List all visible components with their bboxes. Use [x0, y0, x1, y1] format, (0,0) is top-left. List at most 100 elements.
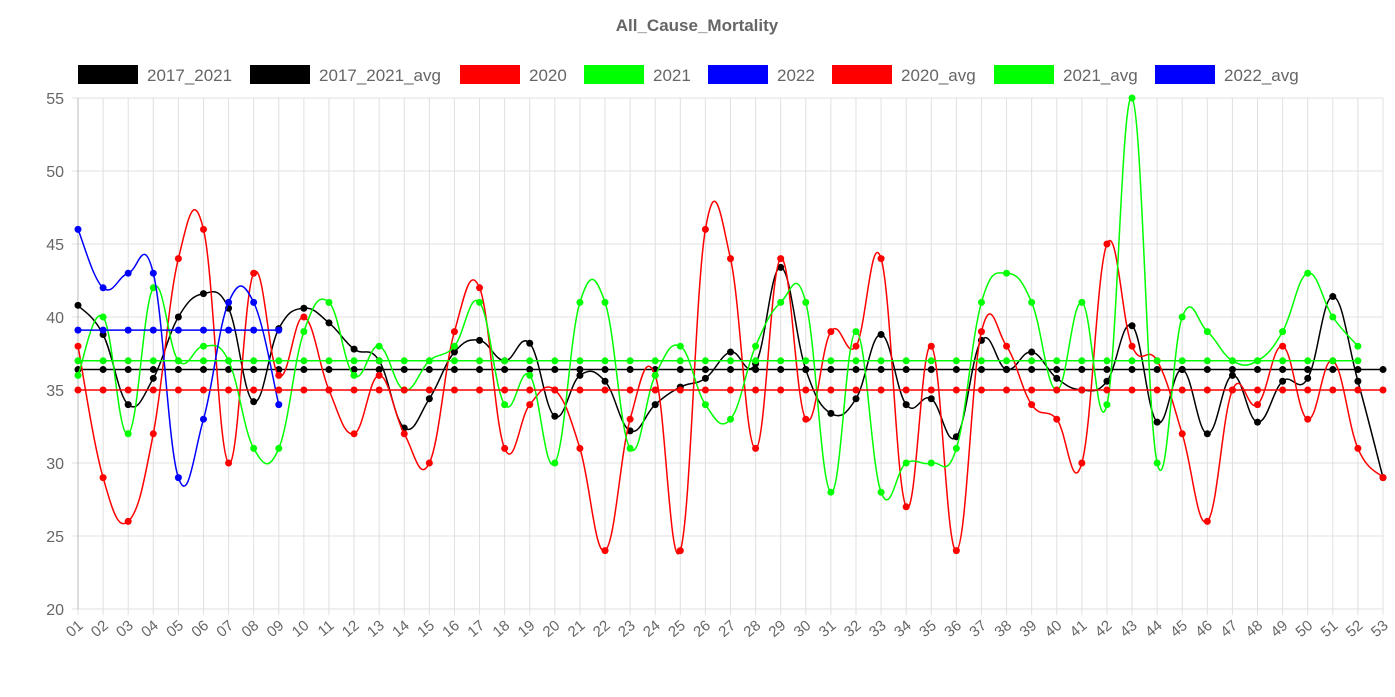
data-point-2020: [1178, 430, 1186, 438]
data-point-2017_2021: [1153, 418, 1161, 426]
data-point-2022_avg: [149, 326, 157, 334]
data-point-2017_2021_avg: [99, 366, 107, 374]
data-point-2017_2021: [701, 374, 709, 382]
x-tick-label: 07: [213, 617, 237, 641]
data-point-2020: [1078, 459, 1086, 467]
data-point-2022: [99, 284, 107, 292]
x-tick-label: 17: [464, 617, 488, 641]
x-tick-label: 34: [891, 617, 915, 641]
x-tick-label: 49: [1267, 617, 1291, 641]
data-point-2020: [450, 328, 458, 336]
legend-swatch-2020_avg: [832, 65, 892, 84]
data-point-2021_avg: [551, 357, 559, 365]
data-point-2017_2021: [576, 371, 584, 379]
data-point-2017_2021_avg: [1329, 366, 1337, 374]
x-tick-label: 26: [690, 617, 714, 641]
x-tick-label: 45: [1167, 617, 1191, 641]
data-point-2017_2021: [952, 433, 960, 441]
data-point-2020: [250, 269, 258, 277]
y-tick-label: 40: [46, 310, 64, 327]
data-point-2017_2021: [1228, 371, 1236, 379]
legend-label-2022_avg: 2022_avg: [1224, 66, 1299, 85]
data-point-2021: [551, 459, 559, 467]
data-point-2021: [1279, 328, 1287, 336]
data-point-2020: [375, 371, 383, 379]
data-point-2021_avg: [1153, 357, 1161, 365]
data-point-2021: [827, 488, 835, 496]
data-point-2020_avg: [1304, 386, 1312, 394]
data-point-2017_2021_avg: [777, 366, 785, 374]
x-tick-label: 14: [389, 617, 413, 641]
data-point-2017_2021: [651, 401, 659, 409]
data-point-2021: [601, 298, 609, 306]
legend-swatch-2022_avg: [1155, 65, 1215, 84]
x-tick-label: 43: [1117, 617, 1141, 641]
data-point-2017_2021_avg: [526, 366, 534, 374]
data-point-2020: [827, 328, 835, 336]
data-point-2020_avg: [476, 386, 484, 394]
data-point-2017_2021: [124, 401, 132, 409]
data-point-2017_2021_avg: [225, 366, 233, 374]
data-point-2020: [1053, 415, 1061, 423]
data-point-2021_avg: [977, 357, 985, 365]
data-point-2017_2021: [199, 290, 207, 298]
data-point-2021_avg: [1203, 357, 1211, 365]
data-point-2017_2021_avg: [425, 366, 433, 374]
data-point-2022: [74, 225, 82, 233]
x-tick-label: 51: [1318, 617, 1342, 641]
data-point-2020_avg: [802, 386, 810, 394]
data-point-2021: [199, 342, 207, 350]
x-tick-label: 53: [1368, 617, 1392, 641]
data-point-2021_avg: [450, 357, 458, 365]
x-tick-label: 15: [414, 617, 438, 641]
x-tick-label: 37: [966, 617, 990, 641]
data-point-2021_avg: [375, 357, 383, 365]
data-point-2020_avg: [752, 386, 760, 394]
data-point-2021_avg: [777, 357, 785, 365]
data-point-2020: [225, 459, 233, 467]
data-point-2020_avg: [827, 386, 835, 394]
data-point-2020: [1379, 474, 1387, 482]
data-point-2021_avg: [1103, 357, 1111, 365]
data-point-2022_avg: [250, 326, 258, 334]
y-tick-label: 55: [46, 91, 64, 108]
data-point-2020: [425, 459, 433, 467]
data-point-2021_avg: [400, 357, 408, 365]
data-point-2020_avg: [1003, 386, 1011, 394]
x-tick-label: 28: [740, 617, 764, 641]
data-point-2022: [250, 298, 258, 306]
data-point-2020_avg: [1053, 386, 1061, 394]
data-point-2021_avg: [250, 357, 258, 365]
data-point-2017_2021: [902, 401, 910, 409]
data-point-2017_2021_avg: [1203, 366, 1211, 374]
data-point-2021_avg: [727, 357, 734, 365]
data-point-2020_avg: [1354, 386, 1362, 394]
data-point-2017_2021_avg: [952, 366, 960, 374]
data-point-2021: [1203, 328, 1211, 336]
data-point-2021: [626, 444, 634, 452]
data-point-2017_2021: [425, 395, 433, 403]
data-point-2021: [250, 444, 258, 452]
data-point-2021: [1153, 459, 1161, 467]
data-point-2017_2021: [300, 304, 308, 312]
data-point-2022_avg: [74, 326, 82, 334]
data-point-2020: [1279, 342, 1287, 350]
data-point-2017_2021_avg: [375, 366, 383, 374]
data-point-2021_avg: [1128, 357, 1136, 365]
data-point-2021: [1354, 342, 1362, 350]
x-tick-label: 19: [515, 617, 539, 641]
data-point-2017_2021: [526, 339, 534, 347]
data-point-2017_2021_avg: [1078, 366, 1086, 374]
data-point-2021_avg: [877, 357, 885, 365]
data-point-2017_2021: [74, 301, 82, 309]
data-point-2017_2021_avg: [727, 366, 734, 374]
data-point-2017_2021: [551, 412, 559, 420]
x-tick-label: 25: [665, 617, 689, 641]
data-point-2021_avg: [526, 357, 534, 365]
x-tick-label: 44: [1142, 617, 1166, 641]
data-point-2021: [1003, 269, 1011, 277]
data-point-2017_2021_avg: [300, 366, 308, 374]
data-point-2020_avg: [1078, 386, 1086, 394]
x-tick-label: 36: [941, 617, 965, 641]
